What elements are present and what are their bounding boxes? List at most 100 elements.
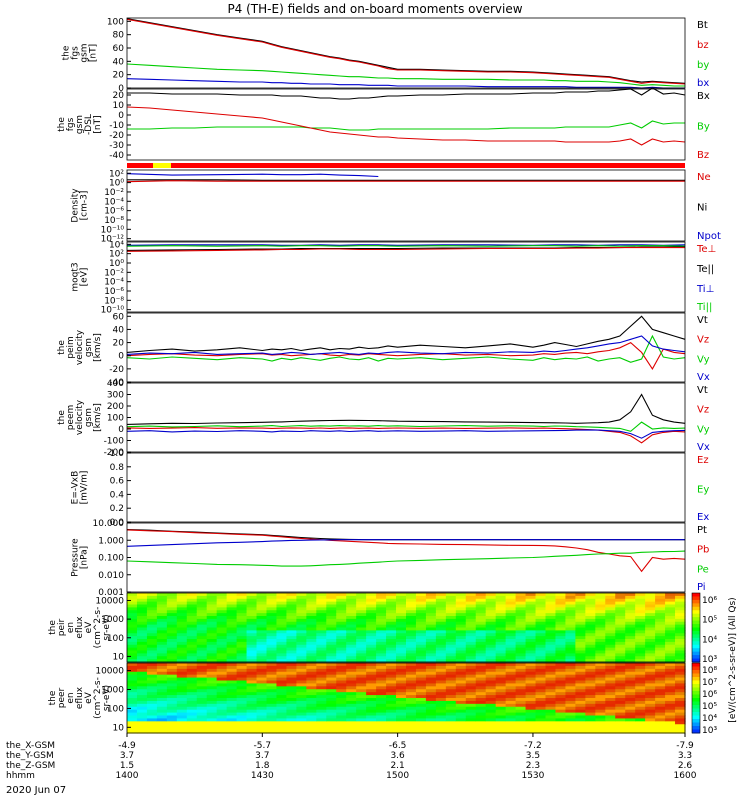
heatmap-cell [525, 703, 537, 708]
heatmap-cell [555, 689, 567, 693]
heatmap-cell [196, 618, 208, 623]
heatmap-cell [336, 674, 347, 679]
heatmap-cell [216, 715, 228, 720]
heatmap-cell [346, 680, 357, 685]
heatmap-cell [495, 700, 507, 705]
heatmap-cell [406, 677, 417, 682]
heatmap-cell [505, 689, 517, 693]
heatmap-cell [455, 712, 467, 717]
heatmap-cell [296, 674, 307, 679]
heatmap-cell [555, 724, 567, 728]
heatmap-cell [127, 627, 138, 631]
heatmap-cell [346, 698, 357, 702]
heatmap-cell [465, 613, 477, 617]
heatmap-cell [455, 721, 467, 725]
heatmap-cell [326, 595, 337, 600]
heatmap-cell [605, 610, 616, 614]
heatmap-cell [166, 598, 178, 603]
heatmap-cell [505, 656, 517, 660]
heatmap-cell [176, 607, 188, 611]
heatmap-cell [146, 630, 158, 634]
heatmap-cell [196, 627, 208, 631]
heatmap-cell [226, 601, 238, 606]
heatmap-cell [356, 709, 367, 714]
heatmap-cell [306, 671, 317, 676]
heatmap-cell [386, 647, 397, 652]
heatmap-cell [146, 598, 158, 603]
heatmap-cell [645, 598, 656, 603]
heatmap-cell [276, 598, 288, 603]
heatmap-cell [665, 641, 676, 646]
heatmap-cell [166, 668, 178, 673]
heatmap-cell [276, 659, 288, 663]
heatmap-cell [665, 595, 676, 600]
heatmap-cell [346, 624, 357, 629]
heatmap-cell [435, 601, 447, 606]
y-tick-label: 20 [113, 339, 125, 349]
heatmap-cell [376, 715, 387, 720]
heatmap-cell [625, 601, 636, 606]
heatmap-cell [216, 610, 228, 614]
heatmap-cell [386, 656, 397, 660]
heatmap-cell [635, 671, 646, 676]
heatmap-cell [535, 627, 547, 631]
heatmap-cell [645, 695, 656, 699]
heatmap-cell [515, 668, 527, 673]
heatmap-cell [455, 593, 467, 597]
heatmap-cell [356, 695, 367, 699]
heatmap-cell [376, 618, 387, 623]
heatmap-cell [226, 727, 238, 731]
heatmap-cell [535, 712, 547, 717]
heatmap-cell [575, 641, 586, 646]
heatmap-cell [565, 639, 576, 643]
heatmap-cell [515, 595, 527, 600]
heatmap-cell [595, 695, 606, 699]
heatmap-cell [276, 668, 288, 673]
heatmap-cell [615, 674, 626, 679]
y-tick-label: 0 [118, 352, 124, 362]
heatmap-cell [266, 601, 278, 606]
heatmap-cell [465, 639, 477, 643]
heatmap-cell [146, 680, 158, 685]
heatmap-cell [296, 698, 307, 702]
heatmap-cell [655, 695, 666, 699]
heatmap-cell [146, 621, 158, 626]
heatmap-cell [196, 674, 208, 679]
heatmap-cell [485, 724, 497, 728]
heatmap-cell [625, 706, 636, 711]
heatmap-cell [595, 698, 606, 702]
heatmap-cell [336, 656, 347, 660]
heatmap-cell [196, 607, 208, 611]
heatmap-cell [316, 616, 327, 620]
heatmap-cell [226, 671, 238, 676]
colorbar-tick-label: 10³ [702, 726, 717, 736]
heatmap-cell [455, 610, 467, 614]
heatmap-cell [216, 698, 228, 702]
heatmap-cell [635, 718, 646, 722]
heatmap-cell [176, 650, 188, 654]
heatmap-cell [346, 686, 357, 690]
heatmap-cell [376, 721, 387, 725]
panel-3: 10²10⁰10⁻²10⁻⁴10⁻⁶10⁻⁸10⁻¹⁰10⁻¹²Density[… [71, 169, 721, 244]
heatmap-cell [296, 636, 307, 640]
heatmap-cell [595, 715, 606, 720]
heatmap-cell [425, 718, 437, 722]
heatmap-cell [445, 680, 457, 685]
heatmap-cell [346, 621, 357, 626]
y-tick-label: 10⁻⁶ [104, 287, 124, 297]
heatmap-cell [166, 633, 178, 637]
heatmap-cell [366, 700, 377, 705]
heatmap-cell [605, 656, 616, 660]
heatmap-cell [465, 718, 477, 722]
heatmap-cell [156, 641, 168, 646]
heatmap-cell [545, 724, 557, 728]
heatmap-cell [485, 639, 497, 643]
heatmap-cell [485, 686, 497, 690]
y-axis-label: the [57, 117, 67, 132]
heatmap-cell [495, 656, 507, 660]
heatmap-cell [386, 683, 397, 687]
heatmap-cell [605, 663, 616, 667]
heatmap-cell [376, 686, 387, 690]
heatmap-cell [296, 659, 307, 663]
heatmap-cell [645, 653, 656, 657]
